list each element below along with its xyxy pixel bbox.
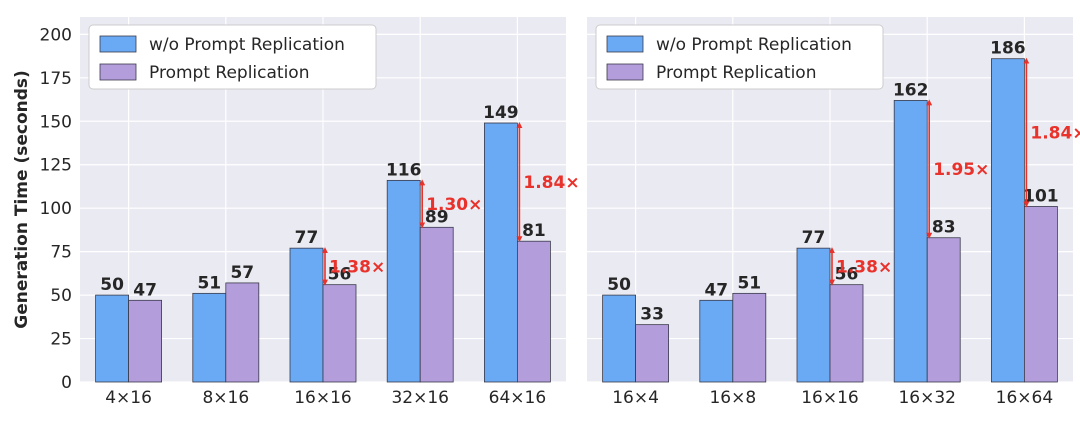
bar-value-label: 50: [100, 275, 124, 295]
bar-value-label: 47: [133, 280, 157, 300]
bar-value-label: 56: [328, 265, 352, 285]
bar: [732, 292, 767, 383]
bar-value-label: 116: [386, 160, 422, 180]
bar-value-label: 149: [483, 103, 519, 123]
bar: [635, 324, 669, 383]
bar: [1024, 206, 1058, 383]
bar: [225, 282, 260, 383]
legend-box: [595, 24, 884, 90]
bar-value-label: 50: [607, 275, 631, 295]
speedup-label: 1.95×: [933, 160, 989, 180]
bar: [829, 284, 864, 383]
y-tick-label: 150: [40, 112, 72, 132]
y-tick-label: 0: [61, 373, 72, 393]
bar-value-label: 77: [802, 228, 826, 248]
bar: [483, 122, 518, 383]
bar: [95, 294, 129, 383]
y-tick-label: 125: [40, 156, 72, 176]
x-tick-label: 8×16: [202, 388, 249, 408]
bar-value-label: 83: [932, 218, 956, 238]
bar-value-label: 162: [893, 80, 929, 100]
bar-value-label: 186: [990, 39, 1026, 59]
y-tick-label: 175: [40, 69, 72, 89]
bar: [699, 299, 734, 383]
legend-swatch: [606, 35, 644, 53]
x-tick-label: 32×16: [391, 388, 449, 408]
bar: [517, 240, 551, 383]
x-tick-label: 4×16: [105, 388, 152, 408]
speedup-label: 1.38×: [329, 257, 385, 277]
x-tick-label: 16×64: [996, 388, 1054, 408]
y-tick-label: 200: [40, 25, 72, 45]
bar-value-label: 51: [737, 273, 761, 293]
speedup-label: 1.84×: [1030, 124, 1080, 144]
legend-swatch: [99, 63, 137, 81]
bar-value-label: 81: [522, 221, 546, 241]
y-tick-label: 25: [50, 330, 72, 350]
bar: [289, 247, 324, 383]
x-tick-label: 64×16: [489, 388, 547, 408]
bar: [419, 226, 454, 383]
x-tick-label: 16×32: [898, 388, 956, 408]
bar: [386, 179, 421, 383]
bar: [926, 237, 961, 383]
y-axis-label: Generation Time (seconds): [12, 70, 32, 329]
legend-box: [88, 24, 377, 90]
legend-label: w/o Prompt Replication: [656, 35, 852, 55]
speedup-label: 1.84×: [523, 173, 579, 193]
bar: [991, 58, 1025, 383]
y-tick-label: 75: [50, 243, 72, 263]
bar-value-label: 51: [197, 273, 221, 293]
bar-value-label: 101: [1023, 186, 1059, 206]
x-tick-label: 16×16: [294, 388, 352, 408]
bar: [128, 299, 163, 383]
bar: [192, 292, 227, 383]
x-tick-label: 16×4: [612, 388, 659, 408]
bar-value-label: 56: [835, 265, 859, 285]
legend: w/o Prompt Replication Prompt Replication: [88, 24, 377, 90]
bar-value-label: 33: [640, 305, 664, 325]
y-tick-label: 100: [40, 199, 72, 219]
legend-swatch: [606, 63, 644, 81]
legend-label: Prompt Replication: [149, 63, 309, 83]
bar-value-label: 47: [704, 280, 728, 300]
legend-label: Prompt Replication: [656, 63, 816, 83]
bar: [322, 284, 357, 383]
legend: w/o Prompt Replication Prompt Replication: [595, 24, 884, 90]
legend-swatch: [99, 35, 137, 53]
x-tick-label: 16×16: [801, 388, 859, 408]
bar-value-label: 89: [425, 207, 449, 227]
y-tick-label: 50: [50, 286, 72, 306]
bar-value-label: 57: [230, 263, 254, 283]
speedup-label: 1.38×: [836, 257, 892, 277]
panel-2: 50 47 77 162 186 33 51 56 83 101 1.38× 1.95× 1.84× 16…: [587, 17, 1080, 408]
x-tick-label: 16×8: [709, 388, 756, 408]
speedup-label: 1.30×: [426, 195, 482, 215]
bar-value-label: 77: [295, 228, 319, 248]
bar: [893, 100, 928, 383]
panel-1: 50 51 77 116 149 47 57 56 89 81 1.38× 1.30× 1.84× 4×1…: [12, 17, 580, 408]
bar: [602, 294, 636, 383]
legend-label: w/o Prompt Replication: [149, 35, 345, 55]
bar: [796, 247, 831, 383]
